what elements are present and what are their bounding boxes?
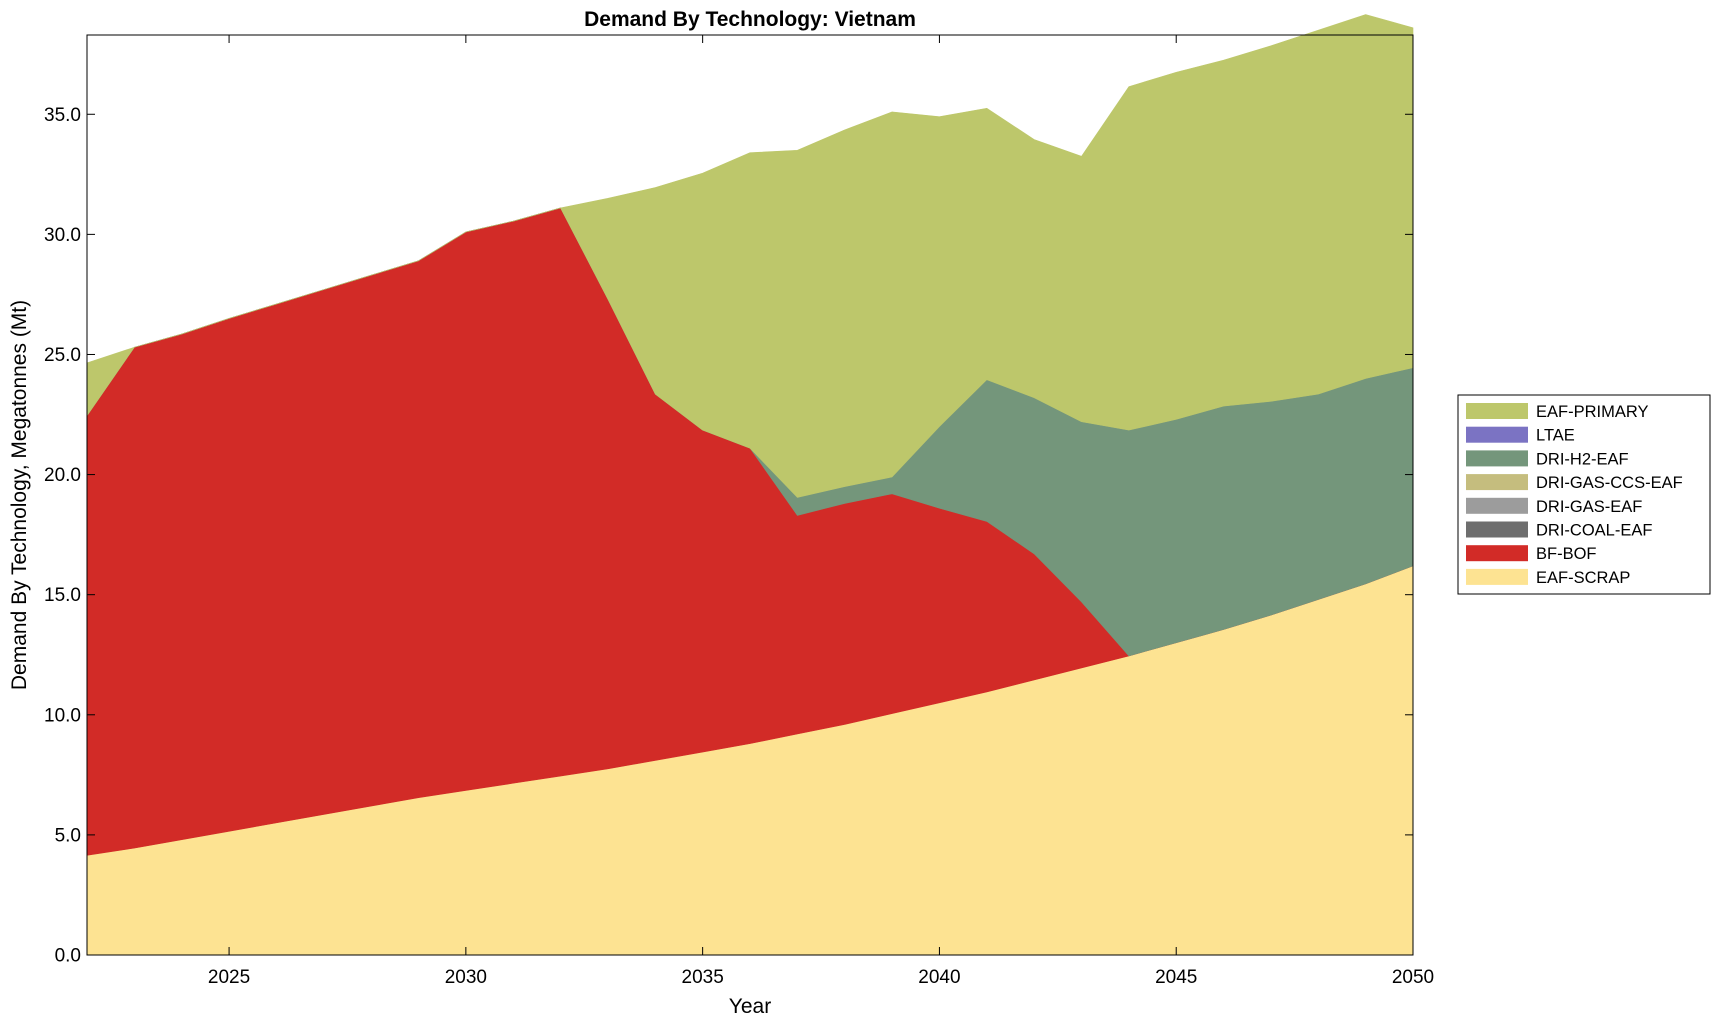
legend-swatch-eaf-primary	[1466, 403, 1528, 419]
legend-swatch-bf-bof	[1466, 545, 1528, 562]
x-tick-label: 2035	[682, 967, 724, 988]
legend-swatch-ltae	[1466, 426, 1528, 443]
plot-frame	[86, 34, 1414, 956]
y-tick-label: 35.0	[44, 105, 81, 126]
x-tick-label: 2045	[1155, 967, 1197, 988]
legend-label-eaf-scrap: EAF-SCRAP	[1536, 569, 1630, 587]
x-axis-label: Year	[729, 995, 771, 1018]
axis-ticks: 2025 2030 2035 2040 2045 2050 0.0 5.0 10.0 15.0 20…	[44, 35, 1434, 988]
y-axis-label: Demand By Technology, Megatonnes (Mt)	[8, 300, 31, 690]
x-tick-label: 2040	[918, 967, 960, 988]
y-tick-label: 20.0	[44, 465, 81, 486]
legend-label-bf-bof: BF-BOF	[1536, 545, 1597, 563]
y-tick-label: 15.0	[44, 585, 81, 606]
legend-label-dri-h2-eaf: DRI-H2-EAF	[1536, 450, 1629, 468]
legend-label-ltae: LTAE	[1536, 427, 1575, 445]
legend-swatch-eaf-scrap	[1466, 568, 1528, 585]
x-tick-label: 2030	[445, 967, 487, 988]
area-layers	[86, 14, 1414, 956]
y-tick-label: 30.0	[44, 225, 81, 246]
y-tick-label: 0.0	[55, 946, 81, 967]
legend-swatch-dri-h2-eaf	[1466, 450, 1528, 467]
legend-label-dri-coal-eaf: DRI-COAL-EAF	[1536, 522, 1652, 540]
legend-swatch-dri-gas-eaf	[1466, 497, 1528, 514]
x-tick-label: 2025	[208, 967, 250, 988]
legend: EAF-PRIMARY LTAE DRI-H2-EAF DRI-GAS-CCS-EAF…	[1457, 394, 1711, 595]
legend-box	[1457, 394, 1711, 595]
y-tick-label: 5.0	[55, 825, 81, 846]
y-tick-label: 10.0	[44, 705, 81, 726]
legend-swatch-dri-coal-eaf	[1466, 521, 1528, 538]
x-tick-label: 2050	[1392, 967, 1434, 988]
legend-label-dri-gas-ccs-eaf: DRI-GAS-CCS-EAF	[1536, 474, 1683, 492]
chart-title: Demand By Technology: Vietnam	[584, 8, 916, 31]
y-tick-label: 25.0	[44, 345, 81, 366]
legend-label-eaf-primary: EAF-PRIMARY	[1536, 403, 1648, 421]
legend-swatch-dri-gas-ccs-eaf	[1466, 474, 1528, 491]
legend-label-dri-gas-eaf: DRI-GAS-EAF	[1536, 498, 1642, 516]
